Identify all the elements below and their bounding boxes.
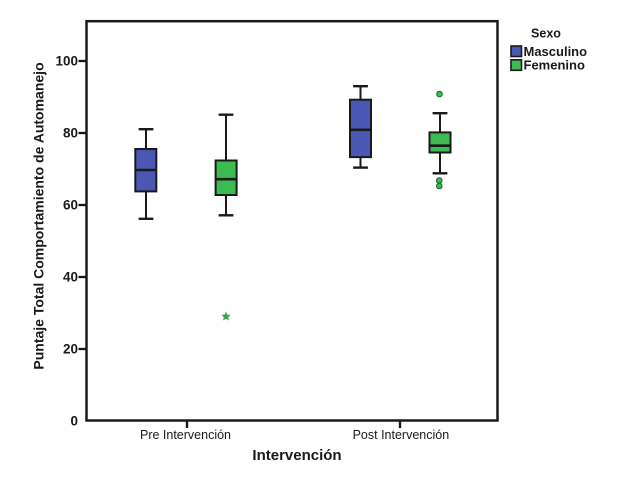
- svg-text:100: 100: [55, 54, 78, 69]
- svg-text:20: 20: [63, 342, 78, 357]
- svg-text:Masculino: Masculino: [524, 44, 588, 59]
- svg-text:Sexo: Sexo: [531, 26, 561, 40]
- svg-text:Pre Intervención: Pre Intervención: [140, 428, 231, 442]
- svg-text:Puntaje Total Comportamiento d: Puntaje Total Comportamiento de Automane…: [31, 62, 47, 369]
- svg-text:Intervención: Intervención: [252, 447, 341, 464]
- svg-text:40: 40: [63, 270, 78, 285]
- svg-text:Femenino: Femenino: [524, 58, 585, 73]
- svg-text:Post Intervención: Post Intervención: [353, 428, 450, 442]
- svg-text:80: 80: [63, 126, 78, 141]
- svg-text:0: 0: [70, 413, 78, 428]
- svg-text:60: 60: [63, 198, 78, 213]
